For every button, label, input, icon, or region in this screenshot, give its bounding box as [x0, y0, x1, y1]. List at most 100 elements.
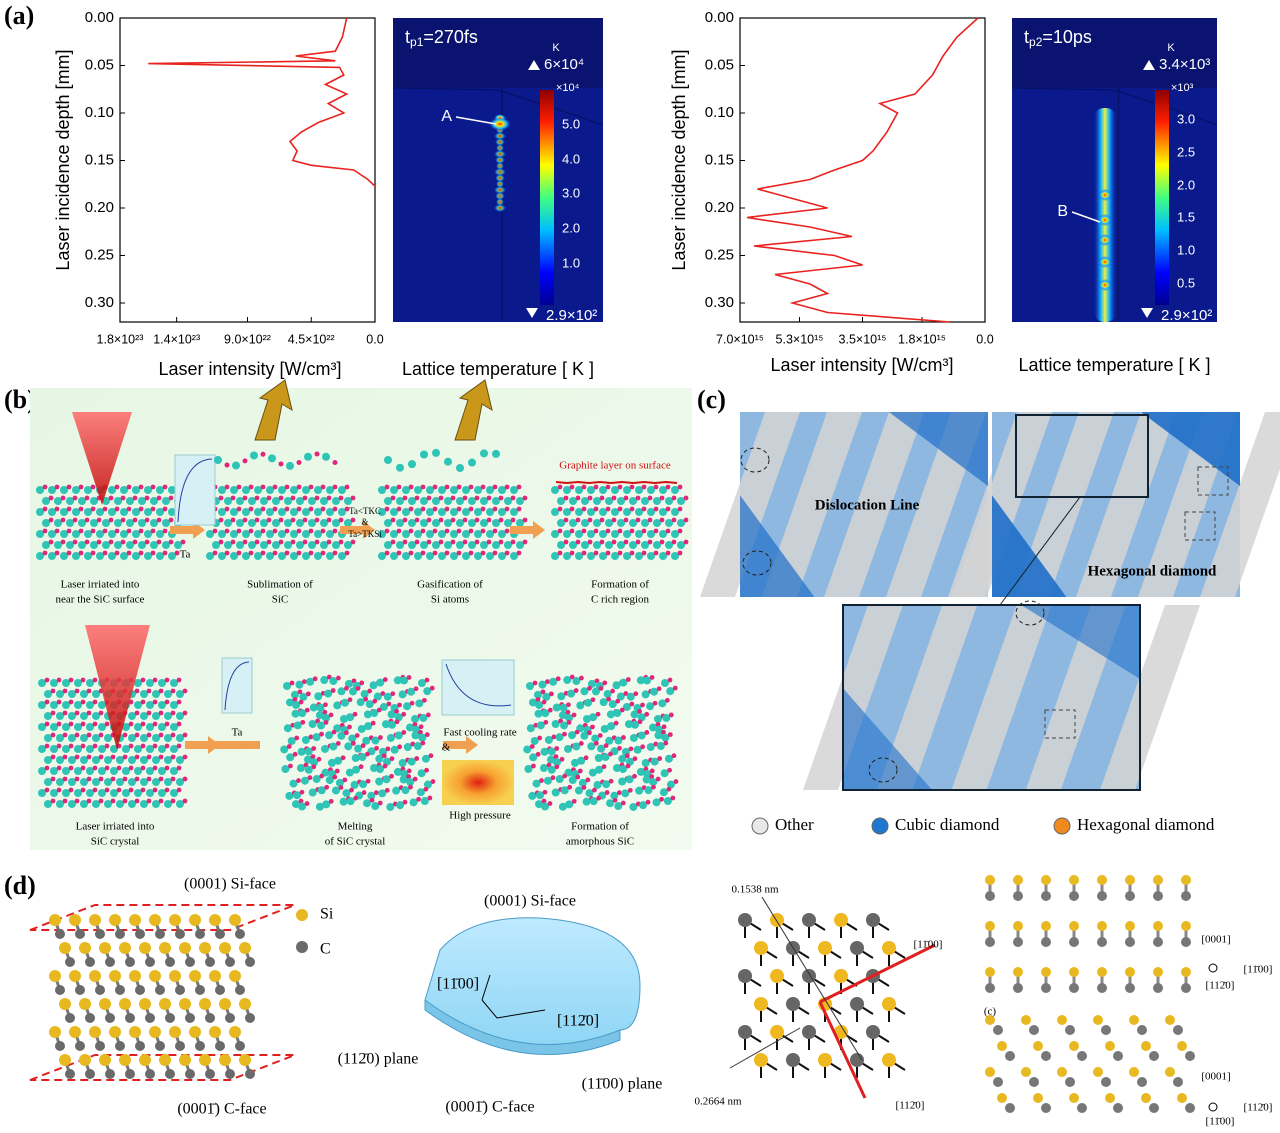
atom [266, 495, 272, 501]
atom [218, 530, 226, 538]
direction-label: (c) [984, 1006, 997, 1018]
atom [50, 732, 56, 738]
atom [36, 486, 44, 494]
atom [408, 519, 416, 527]
step-caption: Sublimation of [247, 579, 313, 591]
atom [44, 800, 52, 808]
atom [168, 552, 176, 560]
atom [420, 519, 428, 527]
atom [298, 798, 304, 804]
atom [332, 774, 338, 780]
atom [665, 528, 671, 534]
legend-label: Cubic diamond [895, 815, 1000, 834]
atom [44, 677, 50, 683]
atom [462, 517, 468, 523]
process-arrow [443, 736, 478, 754]
atom [80, 721, 86, 727]
atom [646, 702, 655, 711]
atom-c [195, 929, 205, 939]
atom [296, 528, 302, 534]
atom [390, 745, 399, 754]
step-caption: SiC [272, 594, 289, 606]
atom [266, 530, 274, 538]
atom [535, 701, 544, 710]
y-tick-label: 0.15 [705, 151, 734, 168]
atom [314, 517, 320, 523]
atom-si [169, 914, 181, 926]
atom [304, 765, 313, 774]
atom [298, 802, 307, 811]
atom [522, 539, 528, 545]
y-axis-label: Laser incidence depth [mm] [669, 49, 689, 270]
atom-si [834, 969, 848, 983]
atom [344, 742, 353, 751]
atom [74, 732, 80, 738]
atom-c [850, 997, 864, 1011]
atom [606, 799, 615, 808]
atom-si [189, 914, 201, 926]
atom [206, 552, 214, 560]
step-caption: Ta>TKSi [348, 529, 382, 539]
atom [567, 784, 573, 790]
atom [104, 756, 112, 764]
atom [158, 679, 166, 687]
atom [316, 756, 322, 762]
atom-si [882, 997, 896, 1011]
atom [42, 550, 48, 556]
atom [86, 723, 94, 731]
atom [629, 733, 638, 742]
atom [683, 517, 689, 523]
atom [611, 508, 619, 516]
min-marker [1141, 308, 1153, 318]
atom [224, 519, 232, 527]
atom [254, 552, 262, 560]
atom [389, 773, 394, 779]
atom [126, 484, 132, 490]
atom [132, 552, 140, 560]
atom [661, 729, 666, 735]
atom [480, 541, 488, 549]
atom [230, 517, 236, 523]
atom [620, 800, 626, 806]
atom [296, 541, 304, 549]
dashed-region [740, 447, 770, 473]
atom [589, 797, 598, 806]
atom [301, 735, 310, 744]
atom [230, 508, 238, 516]
atom [86, 679, 94, 687]
atom [677, 550, 683, 556]
legend-swatch [751, 817, 769, 835]
atom [308, 550, 314, 556]
atom [242, 530, 250, 538]
atom [587, 495, 593, 501]
atom [260, 541, 268, 549]
atom-c [245, 1069, 255, 1079]
atom [581, 497, 589, 505]
atom [342, 777, 348, 783]
dashed-region [1015, 600, 1045, 626]
atom [230, 539, 236, 545]
atom [407, 687, 416, 696]
step-caption: High pressure [449, 810, 511, 822]
atom [605, 736, 614, 745]
atom-c [155, 985, 165, 995]
atom [551, 734, 557, 740]
atom [56, 690, 64, 698]
atom [653, 528, 659, 534]
atom [414, 517, 420, 523]
hot-spot [496, 180, 504, 188]
atom [553, 758, 562, 767]
inset-curve [177, 458, 213, 523]
md-band [952, 412, 1052, 597]
atom [212, 550, 218, 556]
atom-c [1013, 937, 1023, 947]
atom [122, 754, 128, 760]
atom [362, 736, 371, 745]
atom [605, 528, 611, 534]
atom [248, 484, 254, 490]
colorbar-tick: 0.5 [1177, 275, 1195, 290]
atom [516, 497, 524, 505]
atom [636, 676, 645, 685]
atom [322, 709, 328, 715]
step-caption: & [361, 517, 368, 527]
